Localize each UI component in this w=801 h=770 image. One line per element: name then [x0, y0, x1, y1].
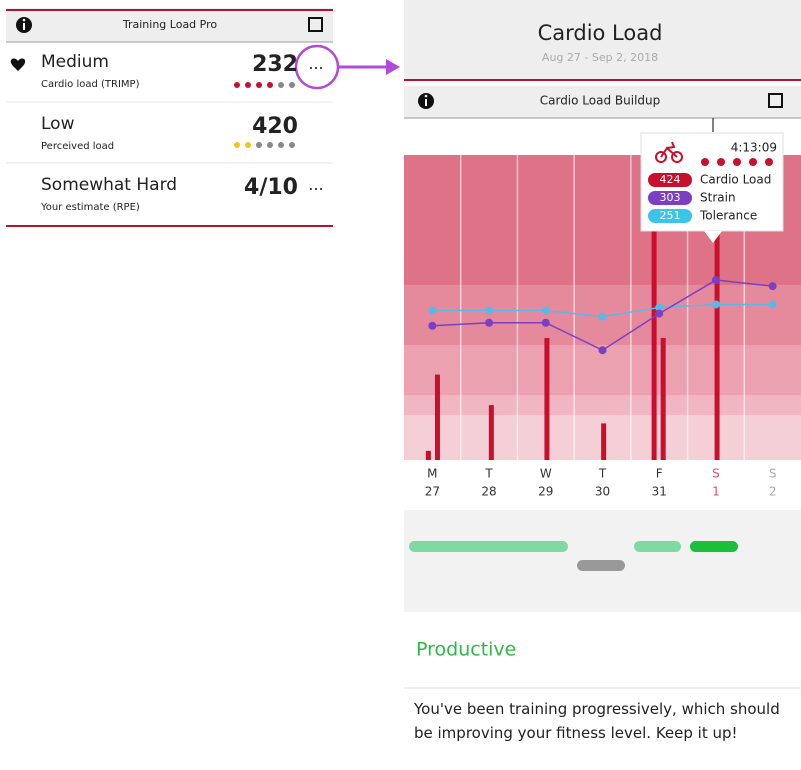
subheader-title: Cardio Load Buildup [540, 94, 661, 108]
series-point [428, 306, 437, 315]
timeline-segment [577, 560, 625, 571]
series-point [768, 282, 777, 291]
row-value: 4/10 [244, 175, 298, 200]
frame [660, 141, 678, 158]
timeline-segment [409, 541, 568, 552]
series-point [768, 300, 777, 309]
series-point [598, 312, 607, 321]
row-label: Medium [41, 52, 109, 72]
row-sublabel: Perceived load [41, 141, 114, 152]
tooltip-tail [704, 231, 722, 243]
tooltip-pill [648, 209, 692, 223]
left-header-title: Training Load Pro [122, 18, 218, 31]
tooltip-dot [749, 158, 757, 166]
panel-subtitle: Aug 27 - Sep 2, 2018 [542, 51, 658, 64]
x-tick-label: W [540, 467, 552, 481]
x-date-label: 30 [595, 485, 610, 499]
bike-icon [655, 141, 683, 163]
wheel [671, 151, 683, 163]
row-label: Low [41, 114, 75, 134]
wheel [655, 151, 667, 163]
row-sublabel: Cardio load (TRIMP) [41, 79, 140, 90]
tooltip-value: 251 [660, 209, 681, 222]
x-tick-label: S [712, 467, 720, 481]
series-point [655, 309, 664, 318]
tooltip-pill [648, 191, 692, 205]
row-sublabel: Your estimate (RPE) [40, 202, 140, 213]
bar [425, 450, 431, 460]
right-header-bg [404, 0, 801, 80]
x-tick-label: T [598, 467, 607, 481]
row-value: 420 [252, 114, 298, 139]
rating-dots [234, 82, 295, 148]
series-point [541, 318, 550, 327]
bar [651, 155, 657, 460]
x-date-label: 1 [712, 485, 720, 499]
calendar-icon[interactable] [768, 93, 783, 108]
status-label: Productive [416, 639, 516, 661]
subheader-bg [404, 86, 801, 118]
x-date-label: 27 [425, 485, 440, 499]
calendar-icon[interactable] [308, 17, 323, 32]
x-date-label: 31 [652, 485, 667, 499]
tooltip-name: Cardio Load [700, 173, 771, 187]
message-box: You've been training progressively, whic… [414, 700, 780, 742]
series-point [485, 306, 494, 315]
more-button[interactable]: ··· [308, 59, 323, 78]
x-tick-label: S [769, 467, 777, 481]
row-label: Somewhat Hard [41, 175, 177, 195]
tooltip-dot [765, 158, 773, 166]
x-date-label: 29 [538, 485, 553, 499]
tooltip-value: 424 [660, 173, 681, 186]
panel-title: Cardio Load [538, 21, 663, 45]
band [404, 395, 801, 415]
tooltip-name: Strain [700, 191, 736, 205]
series-point [711, 300, 720, 309]
timeline-segment [690, 541, 738, 552]
more-button[interactable]: ··· [308, 180, 323, 199]
message: You've been training progressively, whic… [414, 700, 780, 742]
x-tick-label: F [656, 467, 663, 481]
x-date-label: 28 [481, 485, 496, 499]
info-glyph-dot [424, 94, 428, 98]
series-point [598, 346, 607, 355]
bar [488, 405, 494, 460]
arrow-head [386, 59, 400, 75]
tooltip-dot [733, 158, 741, 166]
series-point [541, 306, 550, 315]
tooltip-value: 303 [660, 191, 681, 204]
tooltip-pill [648, 173, 692, 187]
bar [544, 338, 550, 460]
row-value: 232 [252, 52, 298, 77]
tooltip-time: 4:13:09 [731, 141, 777, 155]
bar [660, 338, 666, 460]
series-point [428, 321, 437, 330]
x-date-label: 2 [769, 485, 777, 499]
info-glyph [23, 23, 25, 30]
series-point [655, 303, 664, 312]
x-tick-label: M [427, 467, 437, 481]
tooltip-name: Tolerance [699, 209, 757, 223]
timeline-segment [634, 541, 681, 552]
tooltip-dot [701, 158, 709, 166]
highlight-circle [294, 44, 340, 90]
series-point [485, 318, 494, 327]
x-tick-label: T [484, 467, 493, 481]
left-header-bg [6, 8, 333, 42]
series-point [711, 276, 720, 285]
tooltip-dot [717, 158, 725, 166]
info-glyph-dot [22, 18, 26, 22]
heart-icon [10, 58, 26, 71]
bar [434, 374, 440, 460]
info-glyph [425, 99, 427, 106]
bar [601, 423, 607, 460]
